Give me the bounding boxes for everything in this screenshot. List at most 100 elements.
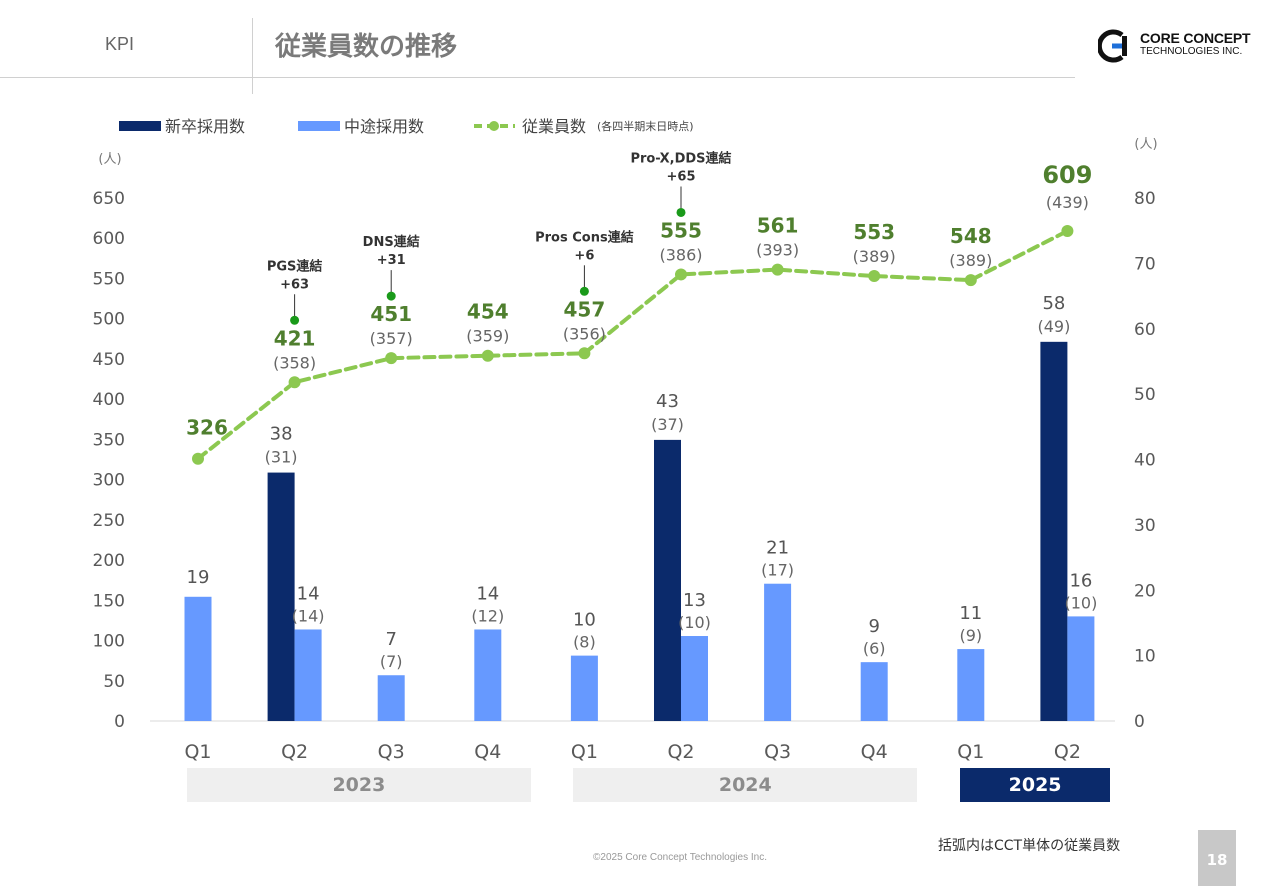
bar-mid-career [294,629,322,721]
bar-mid-career [474,629,502,721]
employees-value-label: 555 [660,218,702,242]
logo-main-text: CORE CONCEPT [1140,30,1251,46]
legend-label-new-grad: 新卒採用数 [165,117,245,136]
employees-point [385,352,398,365]
legend-label-mid-career: 中途採用数 [344,117,424,136]
annotation-title: DNS連結 [363,234,420,250]
bar-new-grad-sublabel: (49) [1037,317,1070,336]
bar-mid-career-sublabel: (10) [1064,593,1097,612]
employees-point [481,349,494,362]
bar-new-grad-sublabel: (31) [265,448,298,467]
left-tick-label: 600 [93,229,125,249]
bar-mid-career-sublabel: (6) [863,639,886,658]
left-tick-label: 100 [93,632,125,652]
left-axis-unit: (人) [98,152,121,167]
employees-value-label: 326 [186,416,228,440]
legend-swatch-mid-career [298,121,340,131]
right-tick-label: 10 [1134,647,1156,667]
page-number: 18 [1198,830,1236,886]
employees-sublabel: (386) [659,245,702,264]
logo-mark-icon [1098,29,1127,63]
bar-mid-career-sublabel: (14) [292,606,325,625]
logo-sub-text: TECHNOLOGIES INC. [1140,46,1243,57]
annotation-dot [386,291,396,301]
bar-mid-career [570,655,598,721]
employees-sublabel: (439) [1046,193,1089,212]
left-tick-label: 500 [93,310,125,330]
right-axis-unit: (人) [1134,137,1157,152]
left-tick-label: 200 [93,551,125,571]
page-title: 従業員数の推移 [275,32,458,62]
employees-sublabel: (358) [273,353,316,372]
bar-new-grad [654,439,681,721]
legend-point-employees [489,121,499,131]
bar-mid-career-label: 13 [683,590,706,611]
bar-mid-career-label: 14 [297,583,320,604]
bar-mid-career-sublabel: (17) [761,561,794,580]
employees-value-label: 421 [274,326,316,350]
x-tick-label: Q1 [957,741,984,763]
employees-value-label: 454 [467,300,509,324]
employees-sublabel: (359) [466,327,509,346]
employees-point [771,263,784,276]
bar-new-grad-label: 58 [1042,293,1065,314]
section-label: KPI [105,34,135,54]
legend-swatch-new-grad [119,121,161,131]
bar-new-grad [1040,341,1068,721]
annotation-delta: +65 [667,169,696,184]
bar-new-grad-label: 43 [656,391,679,412]
employees-point [675,268,687,281]
annotation-delta: +31 [377,253,406,268]
employees-point [868,270,881,283]
right-tick-label: 80 [1134,189,1156,209]
annotation-title: PGS連結 [267,258,323,274]
bar-new-grad-label: 38 [270,424,293,445]
header-divider [252,18,253,94]
bar-mid-career-sublabel: (10) [678,613,711,632]
employees-sublabel: (389) [949,251,992,270]
employees-sublabel: (357) [370,329,413,348]
employees-point [578,347,591,360]
copyright: ©2025 Core Concept Technologies Inc. [593,852,767,863]
employees-point [964,274,977,287]
bar-mid-career-label: 11 [959,603,982,624]
bar-mid-career [860,662,888,721]
bar-mid-career [377,675,405,721]
right-tick-label: 70 [1134,254,1156,274]
header-rule [0,77,1075,78]
bar-mid-career-label: 9 [868,616,879,637]
employees-value-label: 609 [1042,161,1092,189]
employees-sublabel: (389) [853,247,896,266]
company-logo: CORE CONCEPT TECHNOLOGIES INC. [1098,28,1268,64]
bar-mid-career [957,649,985,721]
year-label-2024: 2024 [573,768,918,802]
left-tick-label: 350 [93,430,125,450]
left-tick-label: 300 [93,471,125,491]
bar-mid-career-label: 16 [1069,570,1092,591]
bar-mid-career [681,636,708,721]
x-tick-label: Q1 [184,741,211,763]
x-tick-label: Q3 [764,741,791,763]
left-tick-label: 0 [114,712,125,732]
employees-point [192,452,204,465]
left-tick-label: 250 [93,511,125,531]
left-tick-label: 650 [93,189,125,209]
bar-mid-career-label: 10 [573,610,596,631]
left-tick-label: 400 [93,390,125,410]
employees-value-label: 548 [950,224,992,248]
bar-mid-career-label: 19 [187,567,210,588]
annotation-dot [676,207,686,217]
year-label-2025: 2025 [959,768,1111,802]
right-tick-label: 30 [1134,516,1156,536]
right-tick-label: 20 [1134,581,1156,601]
employees-point [288,376,301,389]
bar-mid-career-sublabel: (7) [380,652,403,671]
bar-mid-career [184,596,212,721]
left-tick-label: 150 [93,591,125,611]
bar-mid-career-sublabel: (12) [471,606,504,625]
right-tick-label: 50 [1134,385,1156,405]
annotation-delta: +63 [280,277,309,292]
bar-mid-career-sublabel: (9) [959,626,982,645]
legend-label-employees: 従業員数 [522,117,586,136]
